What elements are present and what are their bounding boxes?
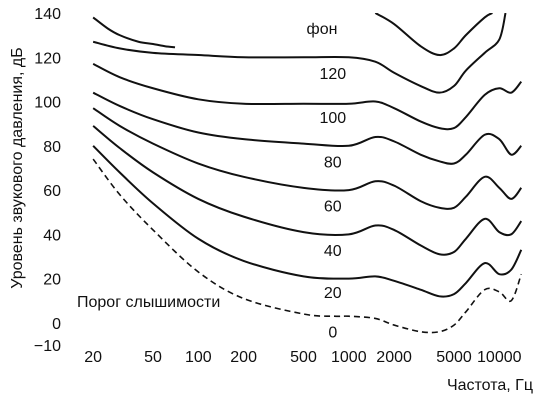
curve-labels: 0 20 40 60 80 100 120 (319, 66, 346, 342)
curve-label-60: 60 (324, 199, 342, 216)
curve-label-120: 120 (319, 66, 346, 83)
y-axis: −10 0 20 40 60 80 100 120 140 (34, 6, 61, 355)
plot-area (92, 13, 523, 334)
curve-label-80: 80 (324, 154, 342, 171)
y-tick-label: 100 (34, 95, 61, 112)
x-tick-label: 50 (144, 349, 162, 366)
curve-label-0: 0 (328, 325, 337, 342)
x-tick-label: 5000 (436, 349, 472, 366)
y-tick-label: 60 (43, 183, 61, 200)
x-tick-label: 200 (230, 349, 257, 366)
x-tick-label: 1000 (331, 349, 367, 366)
x-tick-label: 10000 (477, 349, 522, 366)
y-axis-label: Уровень звукового давления, дБ (9, 47, 26, 288)
curve-label-20: 20 (324, 285, 342, 302)
y-tick-label: 140 (34, 6, 61, 23)
x-axis-label: Частота, Гц (447, 377, 533, 394)
y-tick-label: 80 (43, 139, 61, 156)
curve-0-phon (92, 158, 523, 334)
y-tick-label: −10 (34, 338, 61, 355)
curve-40-phon (92, 125, 523, 256)
hearing-threshold-label: Порог слышимости (77, 294, 220, 311)
x-tick-label: 500 (290, 349, 317, 366)
y-tick-label: 0 (52, 316, 61, 333)
curve-segment-8 (374, 13, 493, 57)
curve-label-40: 40 (324, 243, 342, 260)
curve-100-phon (92, 63, 523, 131)
x-tick-label: 100 (185, 349, 212, 366)
unit-label: фон (307, 21, 338, 38)
y-tick-label: 40 (43, 227, 61, 244)
x-tick-label: 20 (84, 349, 102, 366)
y-tick-label: 120 (34, 50, 61, 67)
curve-label-100: 100 (319, 110, 346, 127)
curve-80-phon (92, 91, 523, 165)
x-axis: 20 50 100 200 500 1000 2000 5000 10000 (84, 349, 521, 366)
curve-60-phon (92, 107, 523, 210)
curve-segment-7 (92, 16, 176, 49)
y-tick-label: 20 (43, 272, 61, 289)
curve-20-phon (92, 145, 523, 298)
x-tick-label: 2000 (376, 349, 412, 366)
curve-120-phon (92, 13, 507, 94)
